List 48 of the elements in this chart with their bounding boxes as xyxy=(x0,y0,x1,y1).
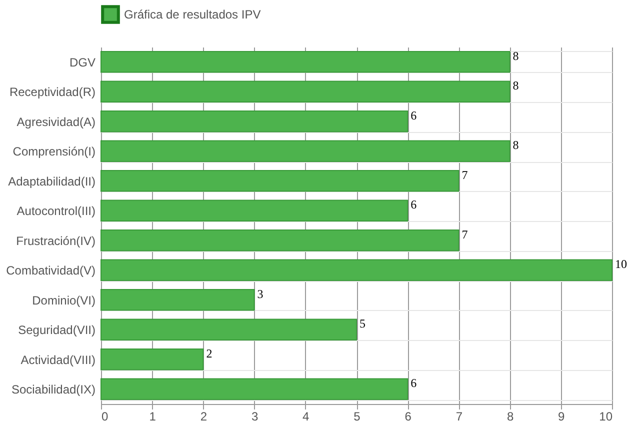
bar xyxy=(100,348,204,370)
data-label: 10 xyxy=(615,257,627,272)
x-tick-label: 7 xyxy=(456,410,463,424)
x-tick-label: 4 xyxy=(302,410,310,424)
y-tick-label: Receptividad(R) xyxy=(9,85,96,100)
bar xyxy=(100,200,408,222)
x-tick-label: 9 xyxy=(558,410,566,424)
data-label: 8 xyxy=(512,48,519,63)
bar xyxy=(100,80,510,103)
y-tick-label: Adaptabilidad(II) xyxy=(8,174,96,188)
x-tick-label: 2 xyxy=(200,410,208,424)
y-tick-label: Dominio(VI) xyxy=(32,293,96,308)
x-tick-label: 8 xyxy=(506,410,514,424)
bar xyxy=(100,378,408,400)
x-tick-label: 0 xyxy=(102,410,108,424)
y-tick-label: Actividad(VIII) xyxy=(20,352,96,367)
y-tick-label: Agresividad(A) xyxy=(16,114,96,129)
data-label: 3 xyxy=(257,286,264,301)
legend-label: Gráfica de resultados IPV xyxy=(124,8,261,22)
x-tick-label: 1 xyxy=(149,410,156,424)
data-label: 6 xyxy=(410,198,417,212)
x-tick-label: 3 xyxy=(251,410,258,424)
data-label: 5 xyxy=(360,316,366,331)
data-label: 8 xyxy=(512,78,519,93)
bar xyxy=(100,229,460,252)
x-tick-label: 6 xyxy=(404,410,412,424)
y-tick-label: Seguridad(VII) xyxy=(18,323,96,338)
y-tick-label: Frustración(IV) xyxy=(16,234,96,248)
data-label: 7 xyxy=(462,168,468,182)
data-label: 2 xyxy=(206,346,212,360)
data-label: 6 xyxy=(410,108,417,122)
y-tick-label: Combatividad(V) xyxy=(6,264,96,278)
bar xyxy=(100,259,612,282)
data-label: 6 xyxy=(410,376,417,390)
bar xyxy=(100,140,510,162)
y-tick-label: Comprensión(I) xyxy=(12,144,96,159)
y-tick-label: Sociabilidad(IX) xyxy=(11,382,96,397)
x-tick-label: 5 xyxy=(354,410,361,424)
data-label: 8 xyxy=(512,138,519,152)
y-tick-label: DGV xyxy=(69,55,96,70)
bar xyxy=(100,50,510,73)
bar xyxy=(100,110,408,132)
bar xyxy=(100,170,460,192)
bar xyxy=(100,288,255,311)
bar xyxy=(100,318,357,341)
y-tick-label: Autocontrol(III) xyxy=(16,204,96,218)
data-label: 7 xyxy=(462,227,468,242)
x-tick-label: 10 xyxy=(599,410,613,424)
